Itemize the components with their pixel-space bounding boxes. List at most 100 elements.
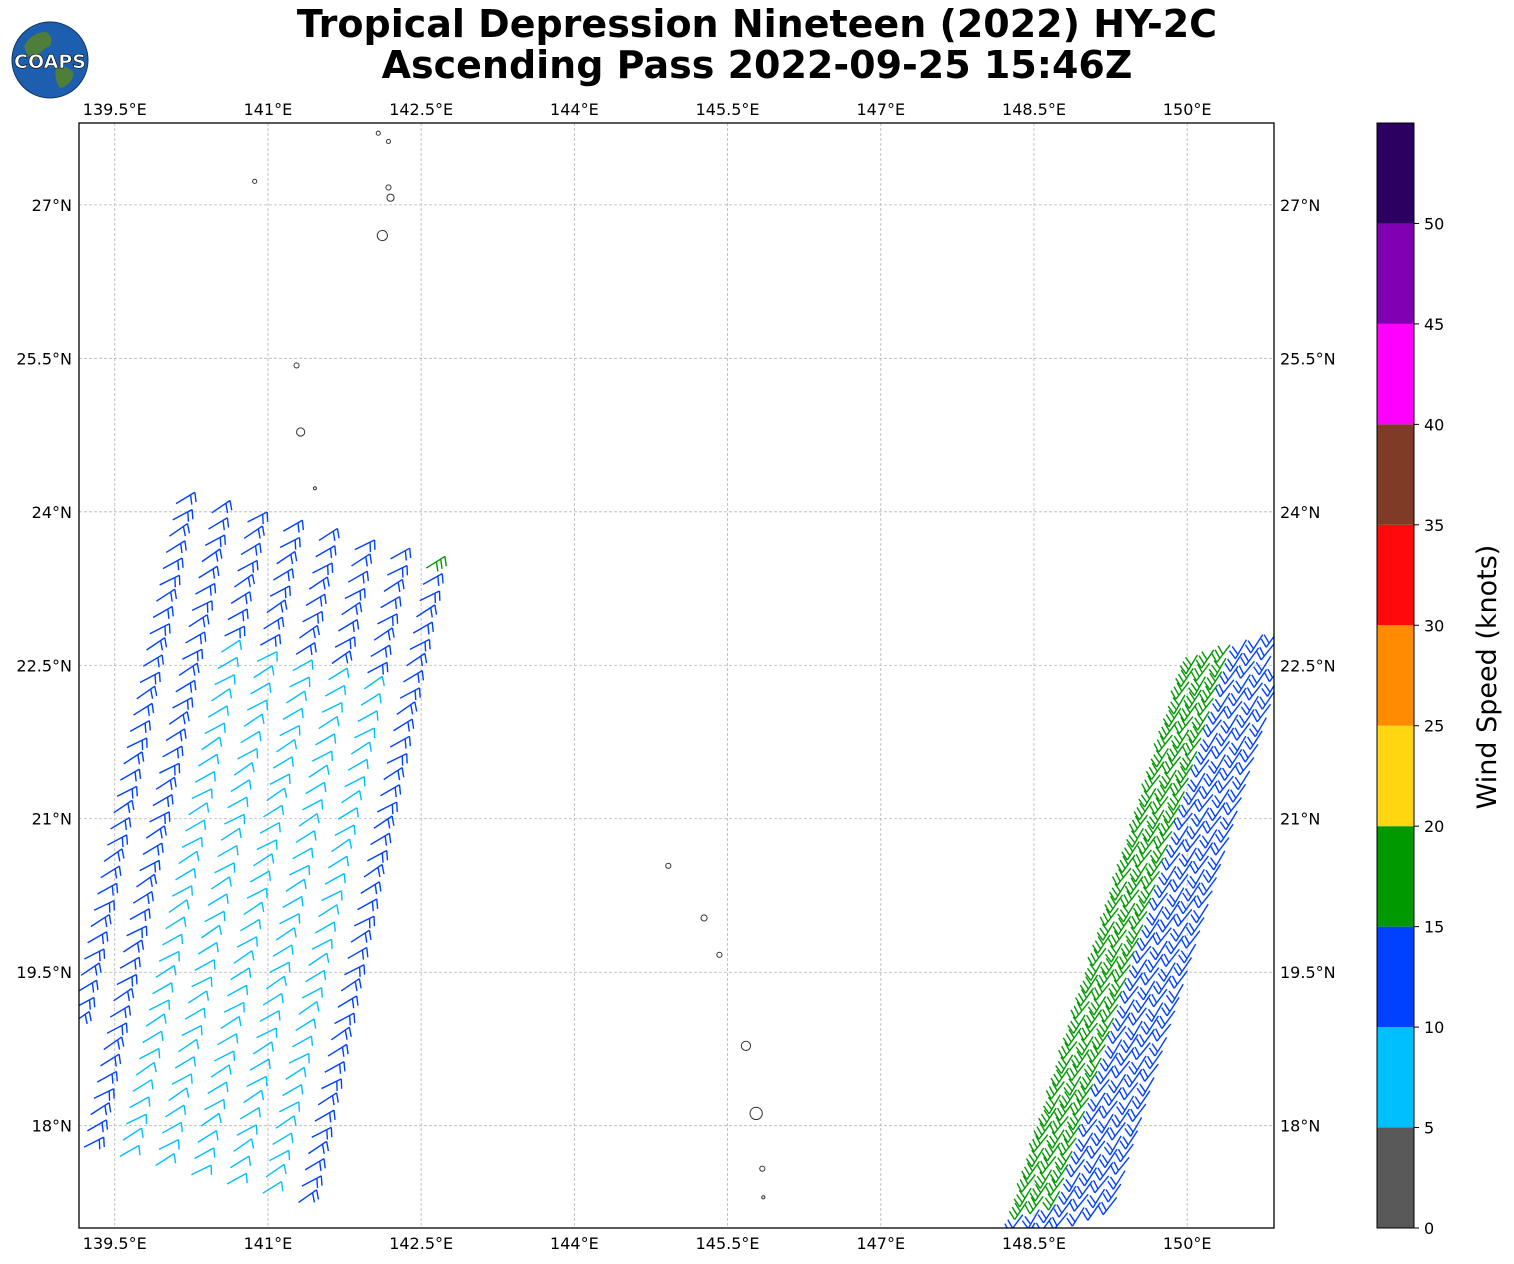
- barb-flag: [244, 594, 248, 605]
- barb-flag: [1248, 728, 1256, 738]
- wind-barb: [344, 587, 366, 601]
- barb-flag: [316, 625, 320, 636]
- barb-staff: [152, 605, 173, 619]
- barb-flag: [1044, 1197, 1052, 1207]
- barb-staff: [256, 839, 277, 851]
- barb-flag: [1122, 1136, 1129, 1146]
- wind-barb: [340, 978, 362, 992]
- barb-flag: [1168, 941, 1175, 951]
- barb-staff: [1037, 1217, 1052, 1228]
- barb-flag: [1169, 786, 1176, 796]
- barb-flag: [1119, 1005, 1127, 1015]
- barb-staff: [1168, 707, 1182, 728]
- barb-flag: [1055, 1165, 1062, 1175]
- wind-barb: [1153, 879, 1173, 899]
- barb-staff: [169, 522, 188, 537]
- barb-staff: [1186, 834, 1201, 853]
- barb-flag: [1087, 1102, 1095, 1112]
- barb-flag: [1102, 1008, 1109, 1019]
- barb-staff: [172, 697, 193, 709]
- barb-staff: [266, 599, 286, 614]
- barb-flag: [1021, 1170, 1028, 1180]
- wind-barb: [1120, 1033, 1139, 1054]
- barb-staff: [217, 656, 238, 670]
- wind-barb: [1050, 1067, 1070, 1087]
- barb-staff: [1071, 1207, 1085, 1227]
- barb-flag: [1184, 704, 1191, 714]
- barb-staff: [1121, 854, 1136, 874]
- barb-staff: [159, 762, 180, 774]
- barb-flag: [1184, 838, 1191, 849]
- wind-barb: [90, 1102, 112, 1116]
- barb-flag: [1107, 1034, 1114, 1045]
- wind-barb: [253, 665, 275, 679]
- barb-flag: [141, 928, 143, 939]
- barb-flag: [1138, 798, 1146, 808]
- barb-flag: [381, 852, 384, 863]
- barb-staff: [246, 887, 267, 899]
- barb-flag: [1172, 744, 1179, 754]
- barb-staff: [1220, 727, 1235, 747]
- barb-staff: [1215, 740, 1231, 760]
- barb-staff: [1193, 676, 1207, 696]
- barb-staff: [133, 702, 153, 716]
- barb-staff: [1162, 817, 1177, 837]
- barb-staff: [1216, 644, 1231, 663]
- wind-barb: [1128, 1055, 1147, 1075]
- wind-barb: [1106, 1122, 1126, 1141]
- barb-flag: [212, 568, 216, 579]
- barb-flag: [1203, 681, 1211, 691]
- barb-flag: [332, 531, 336, 542]
- wind-barb: [1169, 922, 1189, 942]
- wind-barb: [1041, 1142, 1061, 1162]
- wind-barb: [158, 1139, 180, 1150]
- barb-flag: [1081, 1123, 1087, 1134]
- wind-barb: [142, 654, 165, 668]
- chart-title: Tropical Depression Nineteen (2022) HY-2…: [0, 4, 1514, 86]
- barb-flag: [1090, 991, 1097, 1001]
- barb-staff: [211, 688, 231, 702]
- barb-flag: [1171, 793, 1179, 803]
- wind-barb: [279, 725, 301, 737]
- barb-flag: [1143, 925, 1151, 935]
- barb-flag: [1225, 801, 1232, 812]
- barb-staff: [142, 654, 163, 667]
- wind-barb: [1132, 993, 1152, 1013]
- barb-staff: [1091, 1140, 1106, 1159]
- wind-barb: [298, 812, 320, 827]
- barb-staff: [305, 969, 325, 983]
- barb-flag: [268, 1059, 271, 1070]
- barb-flag: [151, 891, 154, 902]
- barb-flag: [1153, 754, 1160, 764]
- wind-barb: [353, 915, 376, 929]
- wind-barb: [1038, 1107, 1057, 1127]
- wind-barb: [265, 1163, 287, 1178]
- barb-flag: [103, 949, 106, 959]
- barb-flag: [1123, 894, 1130, 904]
- barb-flag: [1047, 1193, 1055, 1202]
- wind-barb: [275, 1115, 297, 1129]
- barb-flag: [150, 1079, 154, 1090]
- barb-flag: [1142, 1068, 1149, 1078]
- barb-staff: [191, 788, 212, 800]
- wind-barb: [1107, 929, 1128, 948]
- barb-flag: [1057, 1157, 1064, 1167]
- barb-flag: [1035, 1134, 1041, 1145]
- lat-tick-label-right: 25.5°N: [1280, 349, 1336, 368]
- barb-staff: [208, 517, 228, 530]
- barb-flag: [255, 936, 258, 947]
- barb-staff: [275, 1115, 295, 1129]
- barb-flag: [313, 830, 317, 841]
- barb-flag: [346, 856, 350, 867]
- barb-staff: [1063, 1089, 1078, 1109]
- barb-flag: [1156, 788, 1164, 798]
- barb-staff: [1225, 714, 1239, 734]
- barb-staff: [1176, 729, 1190, 749]
- barb-flag: [326, 764, 330, 775]
- colorbar-frame: [1376, 122, 1415, 1229]
- barb-flag: [1143, 875, 1150, 886]
- barb-flag: [1081, 1027, 1088, 1037]
- wind-barb: [1256, 690, 1274, 710]
- barb-staff: [1167, 900, 1181, 920]
